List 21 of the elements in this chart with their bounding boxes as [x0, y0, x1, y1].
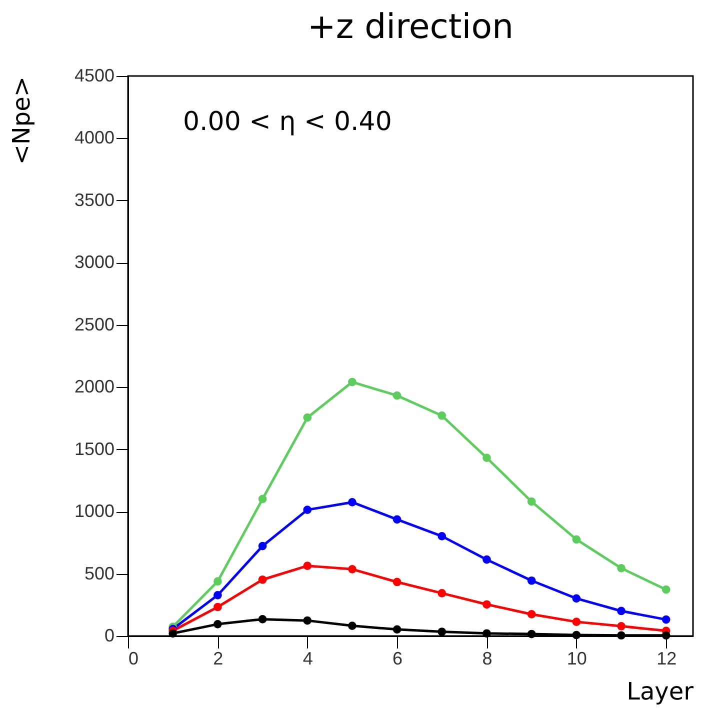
x-tick-label: 6	[392, 648, 403, 668]
x-tick-label: 12	[656, 648, 677, 668]
y-tick-label: 1000	[74, 501, 114, 522]
y-tick-label: 0	[104, 626, 114, 646]
y-tick-label: 1500	[74, 438, 114, 459]
x-tick-label: 4	[302, 648, 313, 668]
y-tick-label: 3000	[74, 252, 114, 272]
chart-title: +z direction	[307, 7, 514, 47]
x-tick-label: 8	[482, 648, 492, 668]
y-tick-label: 4500	[74, 66, 114, 86]
y-axis-title: <Npe>	[7, 76, 36, 165]
x-tick-label: 0	[128, 648, 139, 668]
y-tick-label: 2500	[74, 314, 114, 334]
y-tick-label: 500	[84, 563, 114, 584]
x-tick-label: 10	[566, 648, 587, 668]
y-tick-label: 3500	[74, 190, 114, 210]
y-tick-label: 4000	[74, 128, 114, 148]
y-tick-label: 2000	[74, 376, 114, 397]
annotation: 0.00 < η < 0.40	[183, 107, 392, 137]
x-tick-label: 2	[213, 648, 224, 668]
x-axis-title: Layer	[626, 678, 694, 706]
